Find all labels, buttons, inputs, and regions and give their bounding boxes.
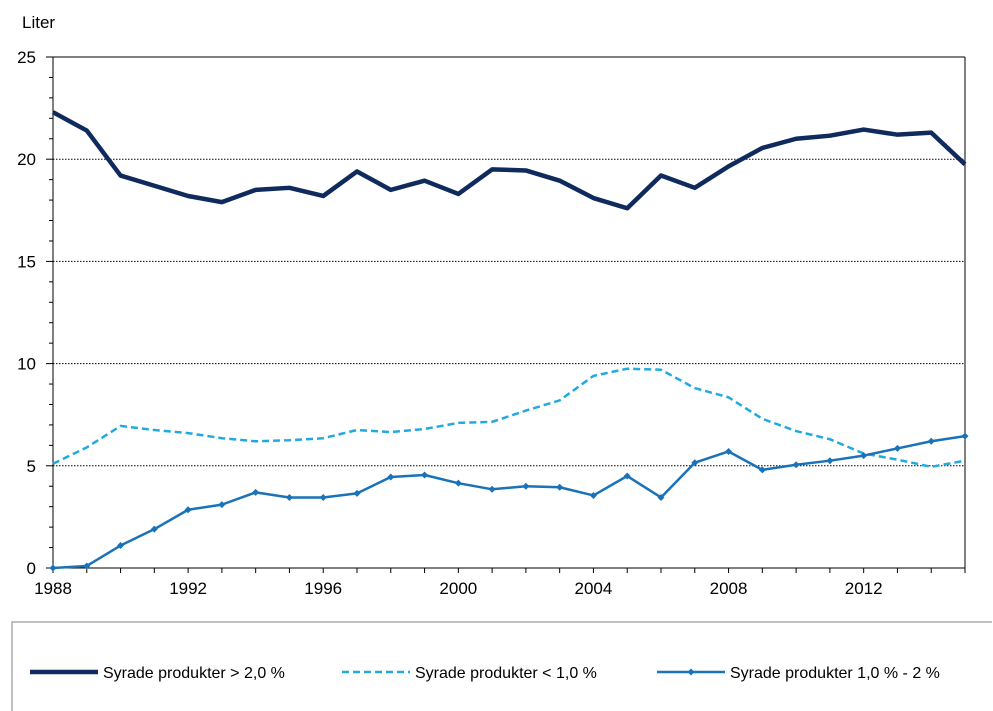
data-point: [83, 562, 91, 570]
data-point: [826, 457, 834, 465]
legend-label-2: Syrade produkter < 1,0 %: [415, 665, 597, 682]
data-point: [522, 482, 530, 490]
legend-marker: [687, 668, 695, 676]
data-point: [184, 506, 192, 514]
data-point: [488, 485, 496, 493]
gridlines: [53, 56, 965, 467]
data-point: [725, 447, 733, 455]
data-point: [49, 564, 57, 572]
data-point: [218, 501, 226, 509]
y-tick-label: 20: [17, 150, 36, 169]
x-tick-label: 1988: [34, 579, 72, 598]
data-point: [691, 459, 699, 467]
series-line-2: [52, 367, 966, 469]
axes: [46, 56, 966, 573]
x-tick-label: 2012: [845, 579, 883, 598]
series-line-3: [52, 434, 966, 570]
data-point: [589, 491, 597, 499]
series-line-1: [51, 110, 967, 211]
legend: Syrade produkter > 2,0 % Syrade produkter…: [11, 621, 992, 711]
data-point: [252, 488, 260, 496]
x-tick-label: 1992: [169, 579, 207, 598]
data-point: [961, 432, 969, 440]
x-tick-label: 1996: [304, 579, 342, 598]
data-point: [758, 466, 766, 474]
data-point: [893, 444, 901, 452]
series-lines: [49, 110, 969, 572]
legend-label-1: Syrade produkter > 2,0 %: [103, 665, 285, 682]
data-point: [623, 472, 631, 480]
data-point: [387, 473, 395, 481]
data-point: [860, 452, 868, 460]
data-point: [792, 461, 800, 469]
data-point: [117, 542, 125, 550]
x-tick-label: 2004: [575, 579, 613, 598]
y-tick-label: 10: [17, 355, 36, 374]
x-tick-label: 2008: [710, 579, 748, 598]
legend-frame: [11, 621, 992, 711]
data-point: [319, 493, 327, 501]
data-point: [556, 483, 564, 491]
tick-labels: 0 5 10 15 20 25 1988 1992 1996 2000 2004 2008 2012: [17, 48, 883, 598]
y-tick-label: 0: [27, 559, 36, 578]
data-point: [927, 437, 935, 445]
data-point: [353, 489, 361, 497]
data-point: [150, 525, 158, 533]
data-point: [285, 493, 293, 501]
y-tick-label: 25: [17, 48, 36, 67]
y-tick-label: 15: [17, 252, 36, 271]
x-tick-label: 2000: [439, 579, 477, 598]
y-axis-label: Liter: [22, 13, 55, 32]
y-tick-label: 5: [27, 457, 36, 476]
data-point: [421, 471, 429, 479]
legend-label-3: Syrade produkter 1,0 % - 2 %: [730, 665, 940, 682]
data-point: [454, 479, 462, 487]
data-point: [657, 493, 665, 501]
